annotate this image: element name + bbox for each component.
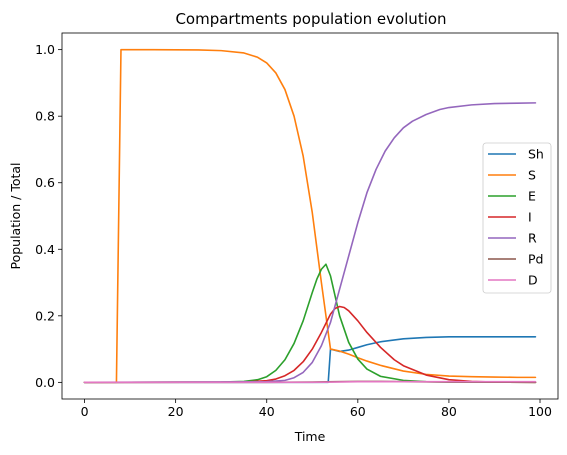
y-tick-label: 1.0 (35, 42, 55, 57)
y-axis-ticks: 0.0 0.2 0.4 0.6 0.8 1.0 (35, 42, 62, 390)
legend-label-e: E (528, 189, 536, 204)
x-tick-label: 60 (350, 404, 366, 419)
legend-label-s: S (528, 168, 536, 183)
y-tick-label: 0.6 (35, 175, 55, 190)
series-line-sh (83, 335, 537, 384)
x-tick-label: 0 (81, 404, 89, 419)
legend-label-sh: Sh (528, 147, 544, 162)
legend-label-i: I (528, 210, 532, 225)
series-line-i (83, 305, 537, 384)
x-axis-label: Time (294, 429, 326, 444)
y-axis-label: Population / Total (8, 162, 23, 269)
x-tick-label: 20 (168, 404, 184, 419)
x-tick-label: 100 (528, 404, 552, 419)
series-line-e (83, 263, 537, 384)
chart-title: Compartments population evolution (175, 10, 446, 28)
series-line-s (83, 48, 537, 384)
y-tick-label: 0.0 (35, 375, 55, 390)
legend-label-r: R (528, 231, 537, 246)
x-tick-label: 40 (259, 404, 275, 419)
series-lines (83, 48, 537, 384)
x-axis-ticks: 0 20 40 60 80 100 (81, 399, 552, 419)
legend-box (482, 142, 552, 294)
legend-label-pd: Pd (528, 252, 543, 267)
series-line-d (83, 380, 537, 384)
y-tick-label: 0.2 (35, 308, 55, 323)
legend-label-d: D (528, 273, 538, 288)
y-tick-label: 0.8 (35, 109, 55, 124)
plot-frame (61, 32, 559, 400)
x-tick-label: 80 (441, 404, 457, 419)
y-tick-label: 0.4 (35, 242, 55, 257)
series-line-r (83, 102, 537, 384)
